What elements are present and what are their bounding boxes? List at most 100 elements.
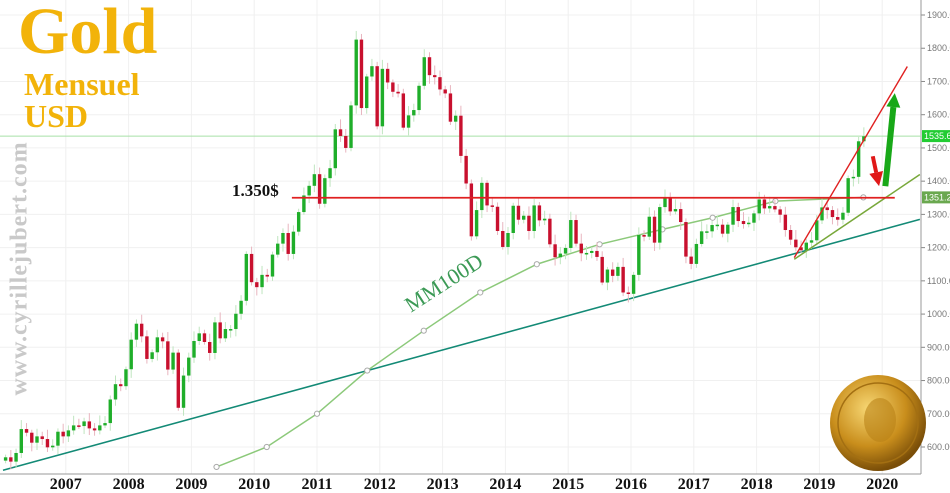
candle-body: [459, 115, 463, 156]
candle-body: [679, 209, 683, 223]
candle-body: [443, 89, 447, 94]
candle: [291, 225, 296, 260]
candle-body: [631, 274, 636, 294]
y-tick-label: 1100.00: [927, 276, 950, 286]
candle-body: [836, 217, 840, 220]
candle: [443, 85, 447, 99]
candle-body: [187, 357, 191, 376]
candle: [809, 232, 814, 249]
candle: [71, 415, 76, 435]
candle-body: [621, 266, 625, 293]
candle-body: [317, 174, 322, 204]
candle: [349, 101, 353, 152]
candle-body: [401, 93, 406, 128]
candle-body: [715, 224, 720, 227]
candle-body: [548, 218, 552, 245]
candle: [312, 164, 317, 193]
candle: [406, 106, 411, 136]
candle-body: [438, 77, 442, 90]
candle: [344, 128, 348, 153]
candle: [286, 223, 290, 261]
candle: [731, 199, 735, 233]
candle: [663, 189, 667, 213]
candle-body: [160, 337, 165, 342]
x-tick-label: 2013: [427, 476, 459, 493]
candle: [459, 105, 463, 163]
candle-body: [228, 329, 233, 331]
candle-body: [663, 197, 667, 208]
candle-body: [166, 341, 170, 370]
candle-body: [841, 212, 845, 220]
candle-body: [647, 216, 651, 237]
candle-body: [563, 247, 568, 254]
candle-body: [396, 91, 400, 94]
price-badge: [922, 130, 950, 143]
candle: [532, 199, 536, 239]
candle-body: [155, 337, 160, 353]
candle-body: [349, 105, 353, 148]
gold-coin-image: [830, 375, 926, 471]
candle: [830, 206, 835, 225]
candle-body: [385, 68, 390, 83]
candle-body: [464, 155, 468, 184]
candle: [511, 202, 515, 240]
candle: [145, 330, 149, 364]
candle: [281, 228, 285, 252]
candle-body: [448, 93, 453, 122]
level-label: 1.350$: [232, 181, 279, 200]
candle: [574, 214, 578, 247]
candle-body: [469, 183, 474, 237]
candle-body: [296, 212, 301, 232]
y-tick-label: 1200.00: [927, 243, 950, 253]
candle: [752, 210, 756, 232]
candle: [56, 428, 60, 454]
candle: [139, 314, 144, 343]
candle-body: [286, 232, 290, 254]
candle: [621, 257, 625, 297]
candle: [626, 286, 631, 303]
ma100-line: [216, 196, 864, 468]
candle: [66, 425, 71, 443]
candle: [19, 420, 23, 458]
candle-body: [380, 68, 385, 127]
candle-body: [731, 207, 735, 225]
candle-body: [66, 430, 71, 437]
candle: [296, 208, 301, 236]
candle: [365, 73, 369, 114]
candle-body: [558, 253, 563, 258]
candle-body: [825, 207, 829, 211]
candle-body: [223, 329, 228, 339]
candle-body: [595, 250, 599, 257]
x-tick-label: 2009: [175, 476, 207, 493]
candle-body: [244, 253, 249, 301]
candle-body: [124, 369, 128, 387]
candle-body: [208, 341, 212, 353]
candle-body: [710, 225, 714, 232]
candle: [333, 124, 337, 176]
candle-body: [642, 234, 646, 237]
candle-body: [747, 222, 751, 225]
candle-body: [234, 313, 238, 330]
candle: [218, 312, 222, 344]
price-badge-label: 1535.6: [924, 131, 950, 141]
candle: [77, 418, 81, 430]
candle-body: [610, 269, 615, 276]
candle: [119, 378, 123, 392]
candle-body: [506, 232, 510, 247]
candle-body: [752, 213, 756, 223]
candle-body: [171, 352, 175, 370]
candle: [228, 325, 233, 338]
y-tick-label: 900.00: [927, 342, 950, 352]
candle: [391, 79, 395, 98]
pullback-arrow: [869, 155, 884, 187]
candle: [380, 59, 385, 135]
candle-body: [82, 421, 86, 427]
candle-body: [265, 274, 269, 277]
candle-body: [344, 135, 348, 148]
ma100-marker: [263, 443, 270, 451]
candle: [736, 202, 740, 228]
candle: [307, 180, 311, 204]
candle: [741, 212, 746, 229]
candle-body: [569, 220, 573, 248]
